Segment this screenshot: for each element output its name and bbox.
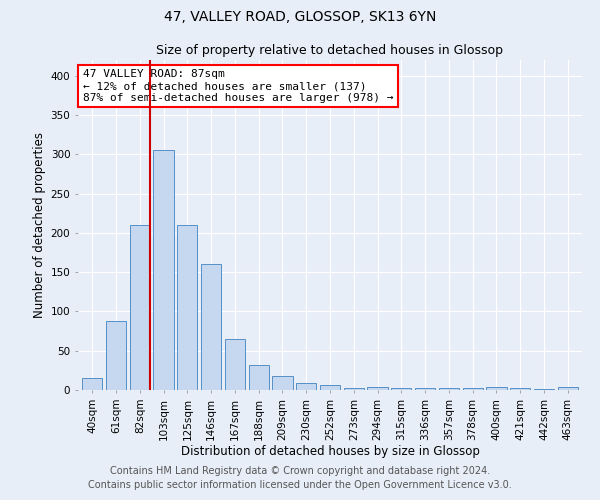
Bar [557,387,578,390]
Bar [534,389,554,390]
X-axis label: Distribution of detached houses by size in Glossop: Distribution of detached houses by size … [181,446,479,458]
Bar [296,383,316,390]
Bar [130,225,150,390]
Bar [320,386,340,390]
Bar [344,388,364,390]
Text: Contains HM Land Registry data © Crown copyright and database right 2024.
Contai: Contains HM Land Registry data © Crown c… [88,466,512,490]
Bar [225,339,245,390]
Bar [510,388,530,390]
Bar [415,388,435,390]
Text: 47, VALLEY ROAD, GLOSSOP, SK13 6YN: 47, VALLEY ROAD, GLOSSOP, SK13 6YN [164,10,436,24]
Bar [154,150,173,390]
Text: 47 VALLEY ROAD: 87sqm
← 12% of detached houses are smaller (137)
87% of semi-det: 47 VALLEY ROAD: 87sqm ← 12% of detached … [83,70,393,102]
Bar [367,387,388,390]
Bar [439,388,459,390]
Bar [106,321,126,390]
Bar [177,225,197,390]
Title: Size of property relative to detached houses in Glossop: Size of property relative to detached ho… [157,44,503,58]
Bar [463,388,483,390]
Bar [201,264,221,390]
Bar [248,365,269,390]
Bar [487,387,506,390]
Bar [272,376,293,390]
Bar [82,378,103,390]
Bar [391,388,412,390]
Y-axis label: Number of detached properties: Number of detached properties [34,132,46,318]
